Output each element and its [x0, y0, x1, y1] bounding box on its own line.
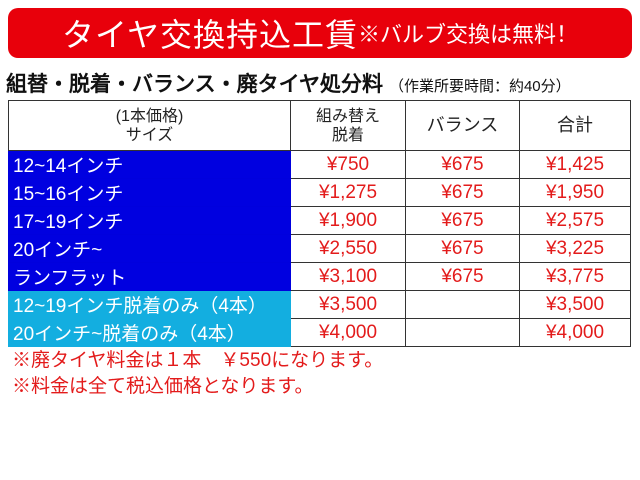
header-balance: バランス [405, 100, 520, 151]
table-row: 15~16インチ ¥1,275 ¥675 ¥1,950 [8, 178, 631, 207]
table-row: 17~19インチ ¥1,900 ¥675 ¥2,575 [8, 206, 631, 235]
header-mount-line1: 組み替え [315, 107, 380, 125]
header-size-line1: (1本価格) [115, 107, 184, 125]
table-row: 20インチ~脱着のみ（4本） ¥4,000 ¥4,000 [8, 318, 631, 347]
header-mount-line2: 脱着 [331, 126, 364, 144]
notes: ※廃タイヤ料金は１本 ￥550になります。 ※料金は全て税込価格となります。 [12, 348, 383, 400]
table-row: 12~19インチ脱着のみ（4本） ¥3,500 ¥3,500 [8, 290, 631, 319]
cell-size: 12~19インチ脱着のみ（4本） [8, 290, 291, 319]
cell-size: 12~14インチ [8, 150, 291, 179]
header-mount: 組み替え 脱着 [290, 100, 406, 151]
cell-mount: ¥1,275 [290, 178, 406, 207]
cell-total: ¥3,500 [519, 290, 631, 319]
table-row: 20インチ~ ¥2,550 ¥675 ¥3,225 [8, 234, 631, 263]
work-time: （作業所要時間：約40分） [388, 78, 571, 95]
cell-balance: ¥675 [405, 262, 520, 291]
cell-mount: ¥4,000 [290, 318, 406, 347]
cell-balance: ¥675 [405, 234, 520, 263]
cell-total: ¥4,000 [519, 318, 631, 347]
note-disposal-fee: ※廃タイヤ料金は１本 ￥550になります。 [12, 350, 384, 371]
table-header-row: (1本価格) サイズ 組み替え 脱着 バランス 合計 [8, 100, 631, 151]
header-size-line2: サイズ [125, 126, 174, 144]
cell-balance: ¥675 [405, 150, 520, 179]
cell-mount: ¥750 [290, 150, 406, 179]
cell-size: ランフラット [8, 262, 291, 291]
note-tax-included: ※料金は全て税込価格となります。 [12, 376, 314, 397]
cell-mount: ¥2,550 [290, 234, 406, 263]
cell-total: ¥3,225 [519, 234, 631, 263]
cell-size: 17~19インチ [8, 206, 291, 235]
table-row: ランフラット ¥3,100 ¥675 ¥3,775 [8, 262, 631, 291]
header-total: 合計 [519, 100, 631, 151]
section-heading-text: 組替・脱着・バランス・廃タイヤ処分料 [6, 73, 383, 96]
section-heading: 組替・脱着・バランス・廃タイヤ処分料 （作業所要時間：約40分） [6, 68, 571, 98]
cell-total: ¥1,950 [519, 178, 631, 207]
cell-mount: ¥3,500 [290, 290, 406, 319]
cell-balance [405, 318, 520, 347]
cell-balance: ¥675 [405, 206, 520, 235]
banner-title: タイヤ交換持込工賃 [61, 17, 359, 53]
cell-balance: ¥675 [405, 178, 520, 207]
banner-note: ※バルブ交換は無料！ [358, 22, 579, 47]
table-row: 12~14インチ ¥750 ¥675 ¥1,425 [8, 150, 631, 179]
cell-mount: ¥1,900 [290, 206, 406, 235]
cell-size: 20インチ~ [8, 234, 291, 263]
cell-balance [405, 290, 520, 319]
cell-size: 15~16インチ [8, 178, 291, 207]
title-banner: タイヤ交換持込工賃 ※バルブ交換は無料！ [8, 8, 632, 58]
cell-total: ¥3,775 [519, 262, 631, 291]
cell-mount: ¥3,100 [290, 262, 406, 291]
cell-total: ¥2,575 [519, 206, 631, 235]
cell-total: ¥1,425 [519, 150, 631, 179]
price-table: (1本価格) サイズ 組み替え 脱着 バランス 合計 12~14インチ ¥750 ¥67… [8, 100, 631, 347]
cell-size: 20インチ~脱着のみ（4本） [8, 318, 291, 347]
header-size: (1本価格) サイズ [8, 100, 291, 151]
